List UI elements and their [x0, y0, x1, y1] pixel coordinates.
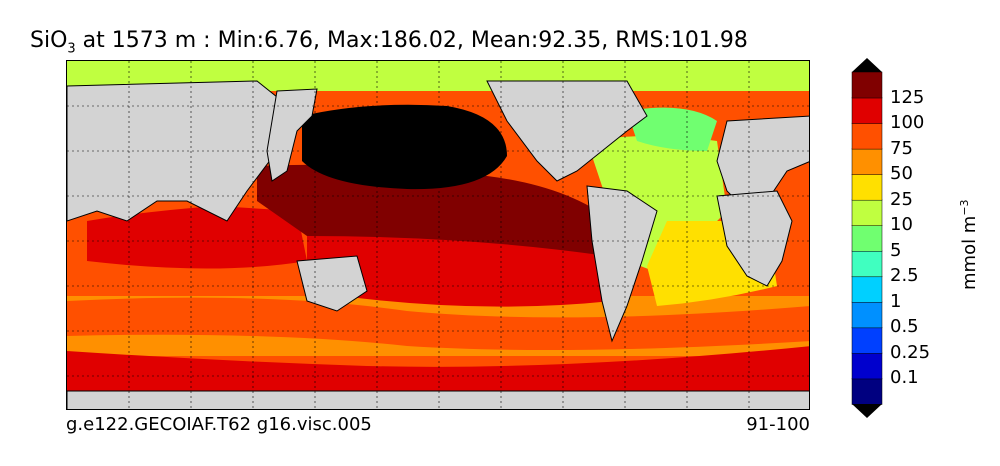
band-southern-ocean-2	[67, 297, 809, 350]
colorbar-bin	[851, 199, 883, 226]
colorbar-bin	[851, 97, 883, 124]
colorbar	[851, 58, 883, 418]
colorbar-under-triangle	[852, 404, 882, 418]
colorbar-tick-label: 10	[890, 214, 913, 236]
map-title: SiO3 at 1573 m : Min:6.76, Max:186.02, M…	[30, 28, 748, 57]
graticule	[67, 61, 809, 409]
landmasses	[67, 80, 809, 409]
colorbar-bin	[851, 301, 883, 329]
colorbar-labels: 125 100 75 50 25 10 5 2.5 1 0.5 0.25 0.1	[890, 0, 950, 466]
colorbar-tick-label: 25	[890, 188, 913, 210]
colorbar-bin	[851, 71, 883, 99]
colorbar-bin	[851, 173, 883, 201]
colorbar-tick-label: 0.5	[890, 316, 919, 338]
colorbar-unit: mmol m−3	[958, 199, 980, 290]
colorbar-bin	[851, 250, 883, 278]
ocean-map	[66, 60, 810, 410]
colorbar-tick-label: 125	[890, 86, 925, 108]
colorbar-bin	[851, 352, 883, 380]
run-name: g.e122.GECOIAF.T62 g16.visc.005	[66, 414, 372, 435]
colorbar-bin	[851, 122, 883, 150]
colorbar-tick-label: 100	[890, 112, 925, 134]
year-range: 91-100	[746, 414, 810, 435]
colorbar-bin	[851, 378, 883, 405]
colorbar-tick-label: 0.25	[890, 341, 931, 363]
colorbar-bin	[851, 224, 883, 252]
colorbar-over-triangle	[852, 58, 882, 72]
colorbar-tick-label: 0.1	[890, 367, 919, 389]
band-north-pacific-max	[302, 104, 507, 190]
colorbar-bin	[851, 276, 883, 303]
band-labrador	[627, 107, 717, 151]
band-indian-ocean	[87, 206, 307, 269]
colorbar-tick-label: 5	[890, 239, 902, 261]
colorbar-tick-label: 2.5	[890, 265, 919, 287]
colorbar-tick-label: 75	[890, 137, 913, 159]
land-south-america	[586, 185, 658, 343]
map-canvas	[67, 61, 809, 409]
colorbar-bin	[851, 148, 883, 175]
colorbar-tick-label: 1	[890, 290, 902, 312]
land-australia	[296, 255, 368, 312]
colorbar-bin	[851, 327, 883, 354]
band-pacific-tropics	[257, 164, 612, 256]
land-africa	[716, 190, 793, 287]
colorbar-tick-label: 50	[890, 163, 913, 185]
land-antarctica	[67, 390, 809, 409]
band-pacific-south	[307, 235, 612, 307]
band-antarctic-shelf	[67, 346, 809, 391]
